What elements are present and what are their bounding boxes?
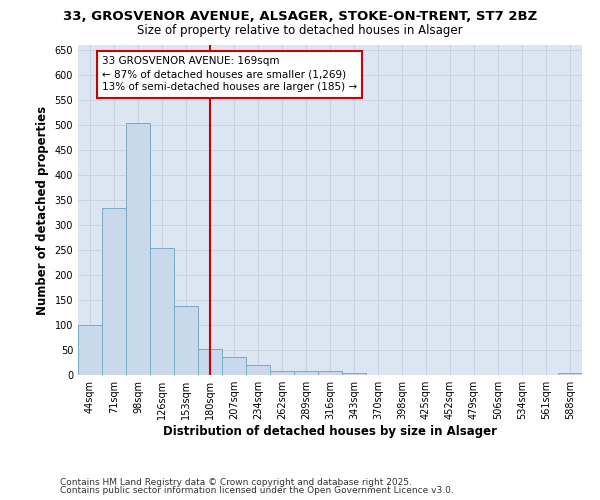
Bar [558, 372, 582, 375]
Bar [318, 370, 342, 375]
Bar [78, 325, 102, 375]
Bar [246, 364, 270, 375]
X-axis label: Distribution of detached houses by size in Alsager: Distribution of detached houses by size … [163, 425, 497, 438]
Bar [270, 370, 294, 375]
Text: Contains HM Land Registry data © Crown copyright and database right 2025.: Contains HM Land Registry data © Crown c… [60, 478, 412, 487]
Bar [102, 208, 126, 375]
Bar [294, 370, 318, 375]
Bar [126, 122, 150, 375]
Bar [174, 306, 198, 375]
Text: Contains public sector information licensed under the Open Government Licence v3: Contains public sector information licen… [60, 486, 454, 495]
Bar [150, 248, 174, 375]
Text: 33, GROSVENOR AVENUE, ALSAGER, STOKE-ON-TRENT, ST7 2BZ: 33, GROSVENOR AVENUE, ALSAGER, STOKE-ON-… [63, 10, 537, 23]
Bar [198, 348, 222, 375]
Text: Size of property relative to detached houses in Alsager: Size of property relative to detached ho… [137, 24, 463, 37]
Bar [342, 372, 366, 375]
Text: 33 GROSVENOR AVENUE: 169sqm
← 87% of detached houses are smaller (1,269)
13% of : 33 GROSVENOR AVENUE: 169sqm ← 87% of det… [102, 56, 357, 92]
Y-axis label: Number of detached properties: Number of detached properties [36, 106, 49, 314]
Bar [222, 356, 246, 375]
